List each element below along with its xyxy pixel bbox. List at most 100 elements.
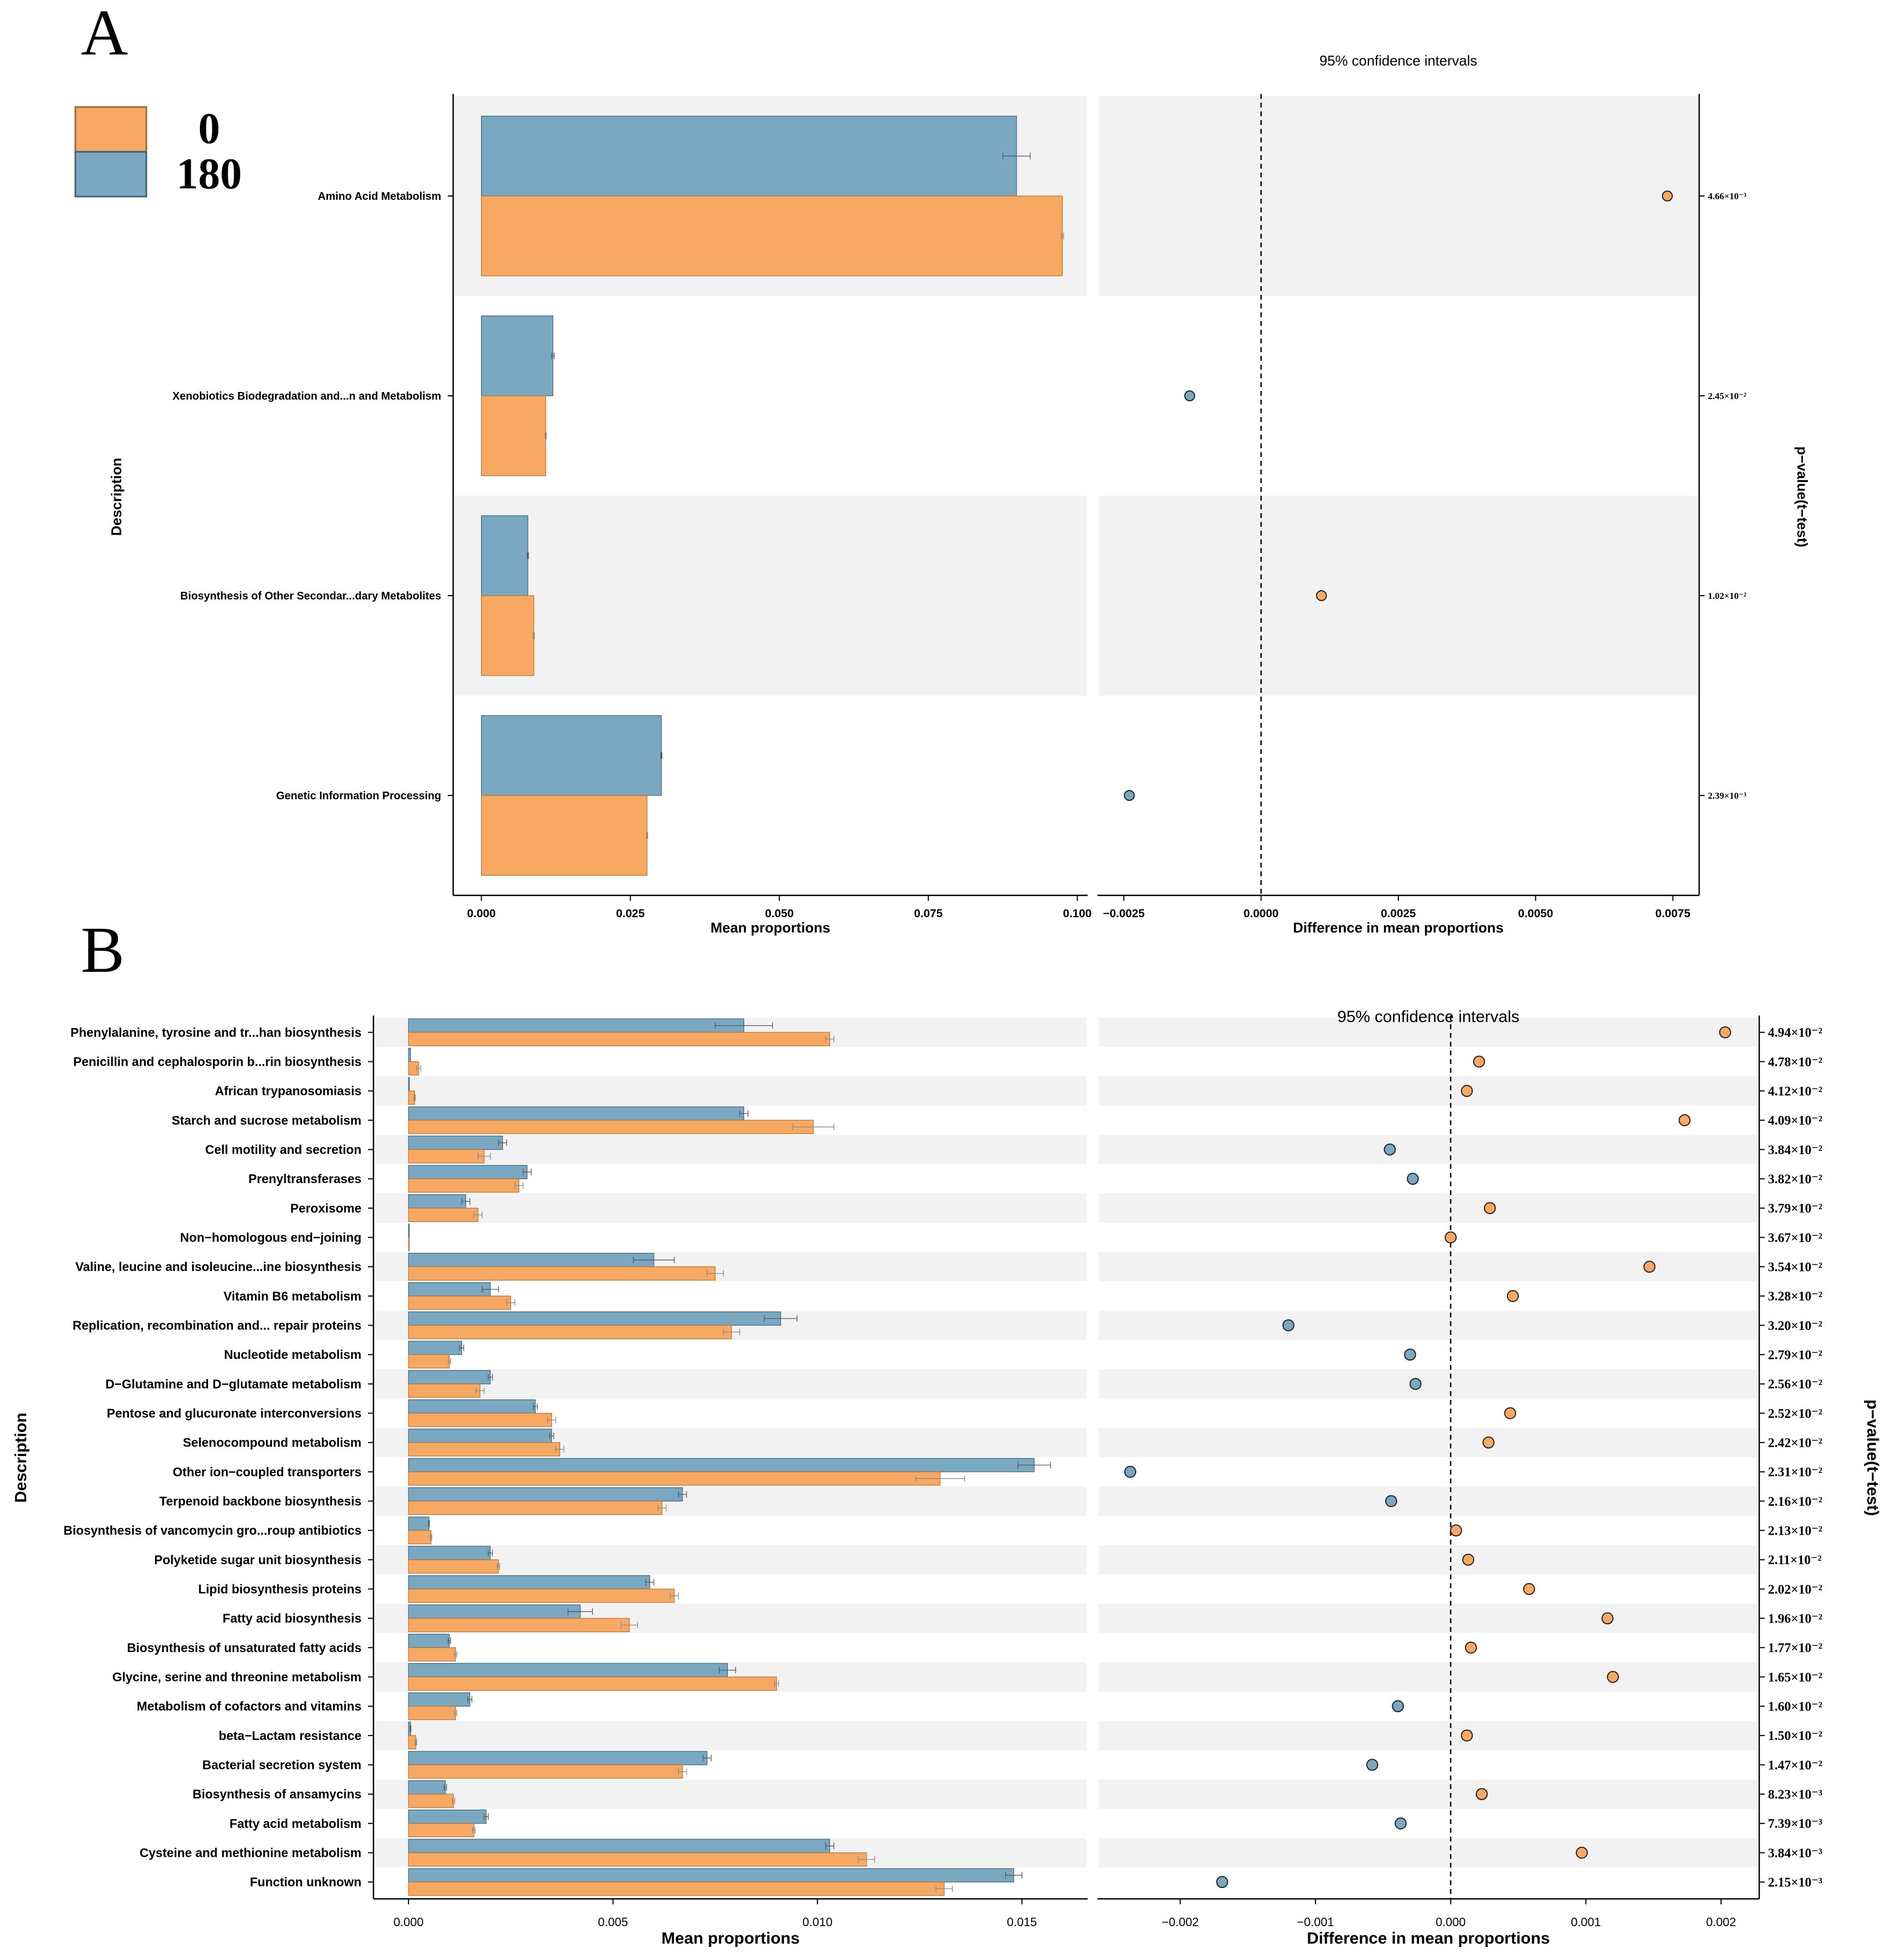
y-axis-label: Description <box>12 1412 30 1502</box>
bar-180 <box>408 1458 1035 1472</box>
bar-180 <box>408 1809 487 1824</box>
difference-point <box>1475 1788 1488 1801</box>
bar-0 <box>408 1032 830 1047</box>
right-x-axis-label: Difference in mean proportions <box>1293 919 1504 936</box>
bar-0 <box>408 1852 867 1867</box>
difference-point <box>1184 390 1195 401</box>
pvalue-label: 4.94×10⁻² <box>1768 1026 1823 1040</box>
row-stripe-left <box>375 1369 1087 1399</box>
row-stripe-right <box>1099 496 1698 696</box>
category-label: Peroxisome <box>290 1201 361 1215</box>
pvalue-label: 2.11×10⁻² <box>1768 1553 1821 1567</box>
difference-point <box>1678 1114 1691 1126</box>
left-x-tick-label: 0.000 <box>467 907 496 920</box>
ci-title: 95% confidence intervals <box>1337 1008 1520 1026</box>
bar-0 <box>408 1471 941 1486</box>
difference-point <box>1366 1759 1379 1771</box>
panel-b: 0.000 0.005 0.010 0.015 −0.002 −0.001 0.000 0.0… <box>12 1008 1882 1947</box>
row-stripe-right <box>1099 1252 1758 1281</box>
right-x-axis-label: Difference in mean proportions <box>1307 1929 1550 1947</box>
pvalue-label: 1.50×10⁻² <box>1768 1729 1823 1743</box>
row-stripe-right <box>1099 1545 1758 1575</box>
pvalue-label: 2.39×10⁻³ <box>1708 791 1747 801</box>
bar-180 <box>408 1839 830 1854</box>
bar-180 <box>408 1048 411 1062</box>
bar-180 <box>408 1780 446 1795</box>
category-label: Cysteine and methionine metabolism <box>140 1846 361 1860</box>
category-label: African trypanosomiasis <box>215 1084 361 1098</box>
category-label: Starch and sucrose metabolism <box>171 1113 361 1127</box>
bar-180 <box>408 1194 466 1209</box>
panel-a: 0.000 0.025 0.050 0.075 0.100 −0.0025 0.0000 0.… <box>108 52 1811 936</box>
pvalue-label: 3.67×10⁻² <box>1768 1231 1823 1245</box>
row-stripe-left <box>375 1779 1087 1809</box>
row-stripe-right <box>1099 1135 1758 1165</box>
legend-swatch-180 <box>74 151 147 198</box>
category-label: Biosynthesis of ansamycins <box>193 1787 361 1801</box>
pvalue-label: 7.39×10⁻³ <box>1768 1817 1823 1831</box>
row-stripe-right <box>1099 1018 1758 1047</box>
category-label: Lipid biosynthesis proteins <box>198 1582 361 1596</box>
row-stripe-left <box>454 496 1087 696</box>
bar-180 <box>408 1077 410 1091</box>
category-label: Amino Acid Metabolism <box>318 191 441 203</box>
bar-180 <box>408 1546 491 1560</box>
pvalue-label: 3.84×10⁻³ <box>1768 1846 1823 1861</box>
left-x-axis-label: Mean proportions <box>661 1929 799 1947</box>
pvalue-label: 3.20×10⁻² <box>1768 1319 1823 1333</box>
row-stripe-right <box>1099 1779 1758 1809</box>
bar-180 <box>408 1282 491 1297</box>
pvalue-label: 2.31×10⁻² <box>1768 1465 1823 1480</box>
right-x-tick-label: 0.0050 <box>1518 907 1553 920</box>
category-label: Genetic Information Processing <box>276 790 441 802</box>
pvalue-axis-label: p−value(t−test) <box>1794 447 1811 548</box>
bar-0 <box>408 1618 630 1632</box>
difference-point <box>1384 1143 1396 1156</box>
pvalue-label: 1.96×10⁻² <box>1768 1612 1823 1626</box>
bar-180 <box>481 515 529 596</box>
bar-0 <box>408 1237 410 1251</box>
row-stripe-right <box>1099 1721 1758 1750</box>
legend: 0 180 <box>74 105 242 198</box>
left-x-tick-label: 0.005 <box>598 1915 628 1929</box>
difference-point <box>1484 1202 1496 1214</box>
pvalue-label: 1.47×10⁻² <box>1768 1759 1823 1773</box>
pvalue-label: 2.42×10⁻² <box>1768 1436 1823 1451</box>
category-label: Biosynthesis of Other Secondar...dary Me… <box>180 590 441 602</box>
category-label: Biosynthesis of vancomycin gro...roup an… <box>63 1523 361 1537</box>
bar-0 <box>408 1178 519 1193</box>
bar-0 <box>481 595 535 676</box>
row-stripe-right <box>1099 1076 1758 1106</box>
row-stripe-left <box>375 1076 1087 1106</box>
legend-label-0: 0 <box>198 105 220 153</box>
category-label: Valine, leucine and isoleucine...ine bio… <box>75 1260 361 1274</box>
y-axis-label: Description <box>108 458 124 536</box>
row-stripe-right <box>1099 1310 1758 1340</box>
pvalue-label: 3.28×10⁻² <box>1768 1290 1823 1304</box>
right-x-tick-label: 0.0075 <box>1655 907 1691 920</box>
pvalue-label: 2.13×10⁻² <box>1768 1524 1823 1539</box>
pvalue-label: 2.45×10⁻² <box>1708 391 1747 401</box>
difference-point <box>1385 1495 1397 1507</box>
bar-0 <box>408 1208 479 1222</box>
difference-point <box>1504 1407 1516 1419</box>
bar-180 <box>408 1311 781 1326</box>
difference-point <box>1444 1231 1457 1244</box>
bar-0 <box>481 395 547 476</box>
difference-point <box>1607 1671 1619 1683</box>
difference-point <box>1124 1465 1136 1478</box>
bar-0 <box>408 1530 431 1545</box>
left-x-axis-label: Mean proportions <box>710 919 830 936</box>
bar-180 <box>408 1252 655 1267</box>
bar-0 <box>408 1120 814 1135</box>
row-stripe-left <box>375 1193 1087 1223</box>
bar-180 <box>408 1575 650 1590</box>
bar-180 <box>408 1634 450 1648</box>
difference-point <box>1404 1349 1416 1361</box>
bar-180 <box>408 1018 744 1033</box>
pvalue-label: 4.78×10⁻² <box>1768 1055 1823 1070</box>
difference-point <box>1124 790 1135 801</box>
bar-0 <box>408 1442 560 1457</box>
difference-point <box>1576 1846 1588 1859</box>
pvalue-label: 2.79×10⁻² <box>1768 1349 1823 1363</box>
